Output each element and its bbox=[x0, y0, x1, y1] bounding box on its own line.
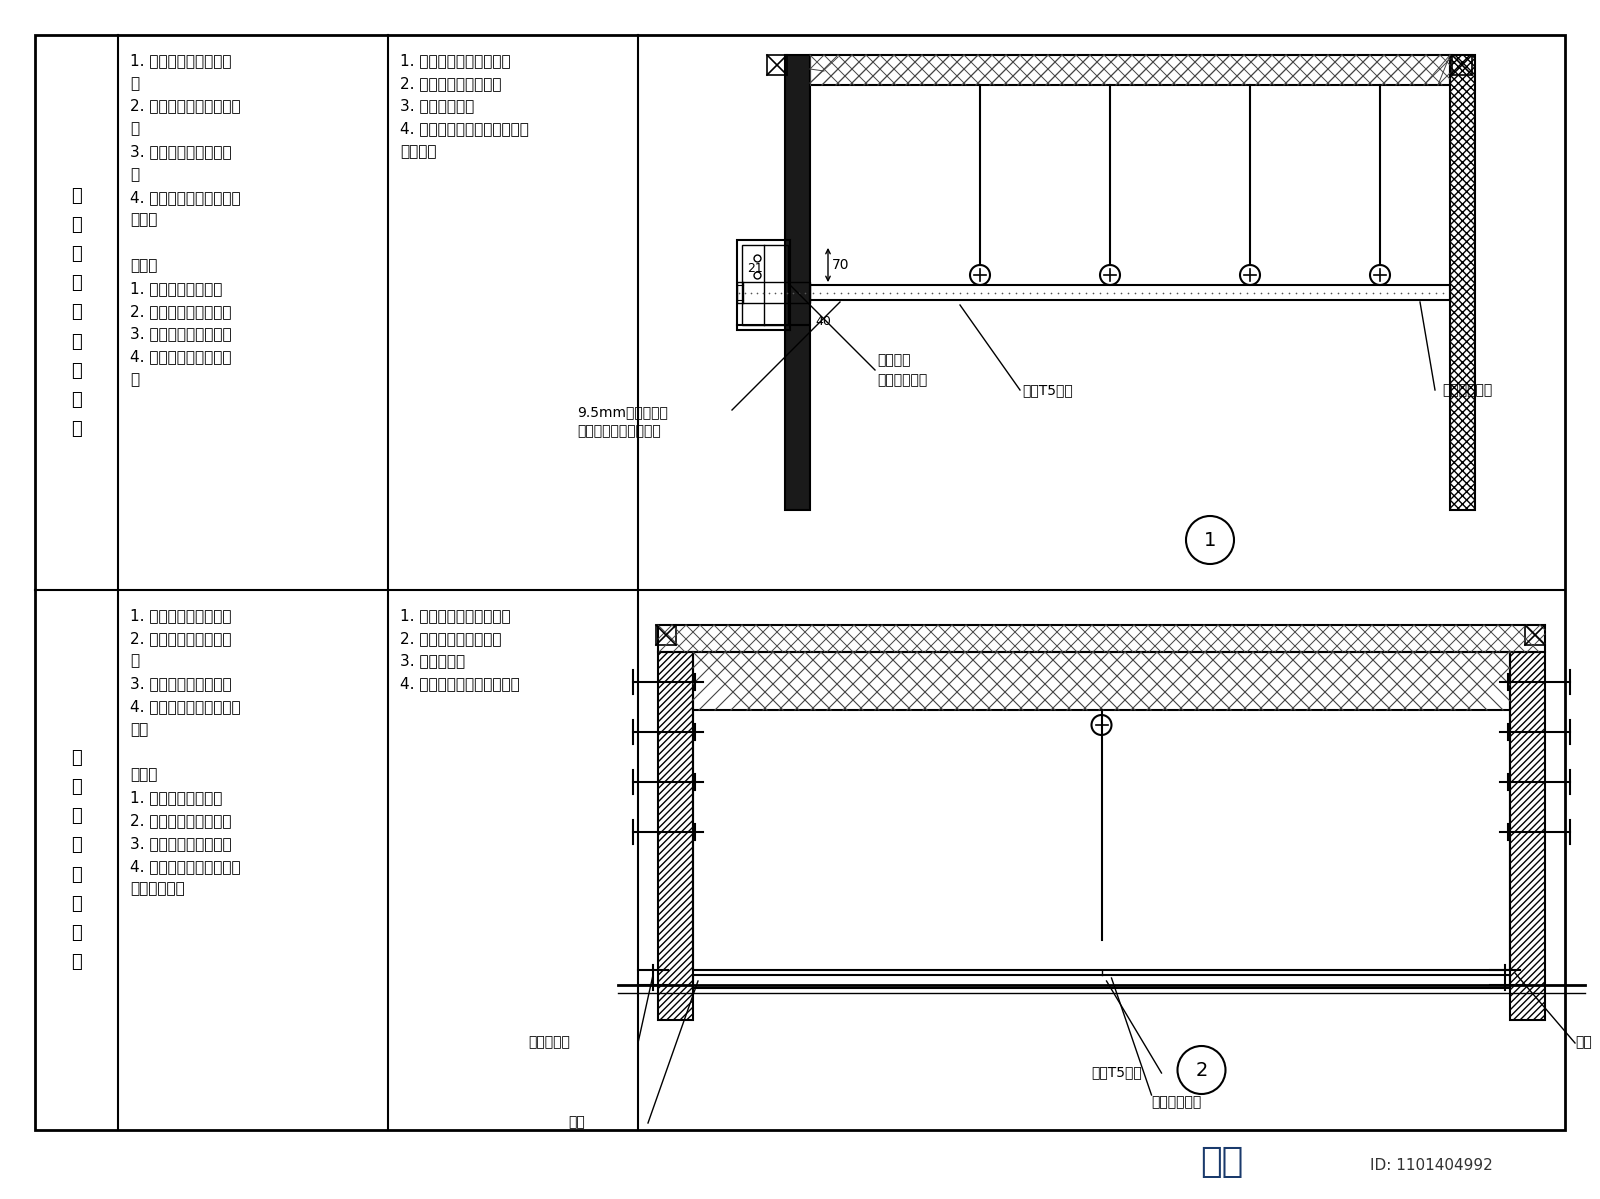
Bar bbox=[656, 625, 675, 645]
Text: 亚克力灯光板: 亚克力灯光板 bbox=[1152, 1095, 1202, 1109]
Text: 铝板: 铝板 bbox=[1574, 1035, 1592, 1049]
Text: ID: 1101404992: ID: 1101404992 bbox=[1370, 1157, 1493, 1173]
Bar bbox=[693, 975, 1510, 988]
Text: 1. 透光板内部基层的安装
2. 透光板内灯光的安装
3. 铝板的安装
4. 透光板压住铝板折边收口: 1. 透光板内部基层的安装 2. 透光板内灯光的安装 3. 铝板的安装 4. 透… bbox=[400, 608, 520, 692]
Bar bbox=[738, 240, 790, 330]
Text: 透
光
板
与
铝
板
相
接: 透 光 板 与 铝 板 相 接 bbox=[70, 749, 82, 971]
Bar bbox=[742, 245, 787, 325]
Bar bbox=[658, 625, 1546, 652]
Bar bbox=[766, 55, 787, 76]
Bar bbox=[658, 652, 693, 1020]
Bar bbox=[1525, 625, 1546, 645]
Bar bbox=[738, 282, 810, 303]
Text: 透
光
板
与
石
膏
板
相
接: 透 光 板 与 石 膏 板 相 接 bbox=[70, 187, 82, 439]
Text: 9.5mm纸面石膏板
表面刷白色乳胶漆三遍: 9.5mm纸面石膏板 表面刷白色乳胶漆三遍 bbox=[578, 405, 667, 439]
Bar bbox=[1510, 652, 1546, 1020]
Bar bbox=[1453, 55, 1472, 76]
Text: 成品干挂件: 成品干挂件 bbox=[528, 1035, 570, 1049]
Text: 不锈钢乳
白色氟碳喷涂: 不锈钢乳 白色氟碳喷涂 bbox=[877, 354, 928, 387]
Bar bbox=[810, 285, 1450, 300]
Text: 1. 亚克力透光板与石膏
板
2. 钢化玻璃透光板与石膏
板
3. 透光石透光板与石膏
板
4. 亚克力夹纤维透光板与
石膏板

注意：
1. 透光板厚度的选择: 1. 亚克力透光板与石膏 板 2. 钢化玻璃透光板与石膏 板 3. 透光石透光板… bbox=[130, 53, 240, 387]
Text: 40: 40 bbox=[814, 315, 830, 329]
Bar bbox=[810, 55, 1450, 85]
Text: 1. 亚克力透光板与铝板
2. 钢化玻璃透光板与铝
板
3. 透光石透光板与铝板
4. 亚克力夹纤维透光板与
铝板

注意：
1. 透光板厚度的选择
2. 透光: 1. 亚克力透光板与铝板 2. 钢化玻璃透光板与铝 板 3. 透光石透光板与铝板… bbox=[130, 608, 240, 897]
Text: 暗藏T5灯带: 暗藏T5灯带 bbox=[1091, 1065, 1142, 1079]
Bar bbox=[693, 652, 1510, 710]
Text: 1: 1 bbox=[1203, 530, 1216, 549]
Text: 70: 70 bbox=[832, 258, 850, 272]
Text: 2: 2 bbox=[1195, 1060, 1208, 1079]
Text: 暗藏T5灯带: 暗藏T5灯带 bbox=[1022, 382, 1072, 397]
Text: 铝板: 铝板 bbox=[568, 1115, 584, 1129]
Text: 1. 透光板内部基层的安装
2. 透光板内灯光的安装
3. 透光板的安装
4. 透光板与石膏板接缝处用不
锈钢收口: 1. 透光板内部基层的安装 2. 透光板内灯光的安装 3. 透光板的安装 4. … bbox=[400, 53, 530, 159]
Text: 21: 21 bbox=[747, 263, 763, 275]
Text: 亚克力透光板: 亚克力透光板 bbox=[1442, 382, 1493, 397]
Bar bbox=[1450, 55, 1475, 510]
Bar bbox=[786, 55, 810, 510]
Text: 知束: 知束 bbox=[1200, 1145, 1243, 1179]
